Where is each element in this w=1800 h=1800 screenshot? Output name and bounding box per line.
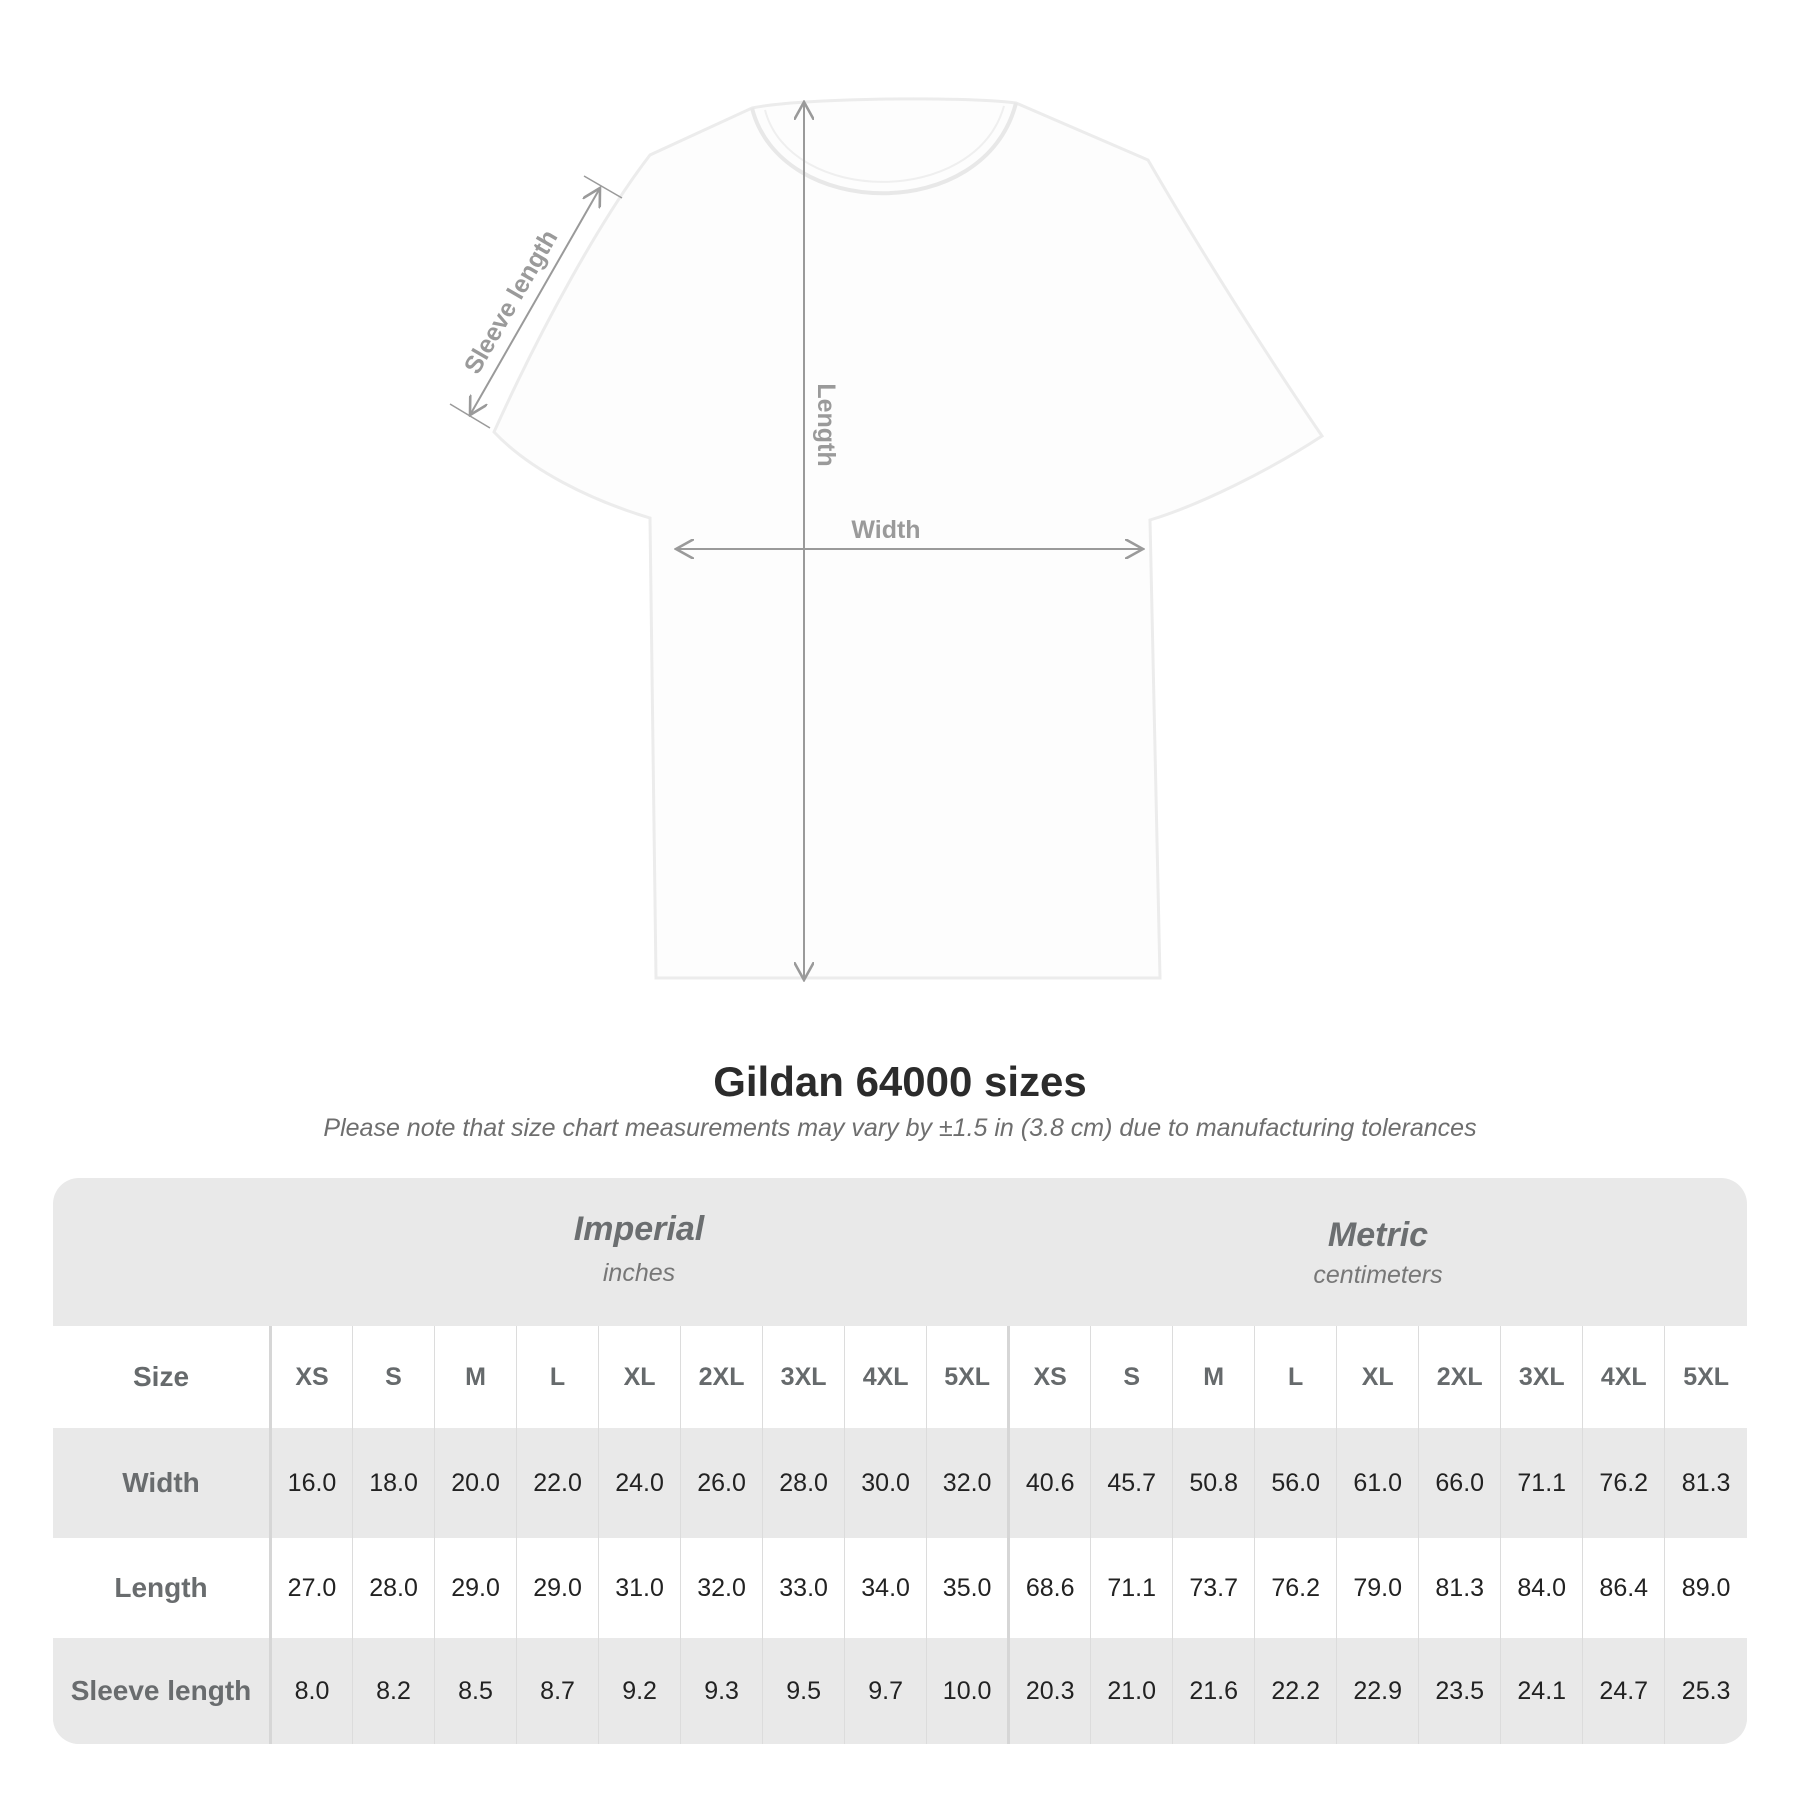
imperial-value-cell: 26.0 xyxy=(680,1428,763,1538)
imperial-value-cell: 35.0 xyxy=(926,1538,1009,1638)
metric-size-header: 5XL xyxy=(1664,1326,1747,1428)
tolerance-note: Please note that size chart measurements… xyxy=(323,1114,1477,1142)
width-label: Width xyxy=(851,516,920,544)
metric-value-cell: 79.0 xyxy=(1336,1538,1419,1638)
metric-size-header: 4XL xyxy=(1582,1326,1665,1428)
sleeve-arrow xyxy=(470,188,600,415)
imperial-size-header: 5XL xyxy=(926,1326,1009,1428)
imperial-value-cell: 32.0 xyxy=(680,1538,763,1638)
imperial-header: Imperial inches xyxy=(269,1178,1009,1326)
metric-size-header: L xyxy=(1254,1326,1337,1428)
metric-value-cell: 76.2 xyxy=(1254,1538,1337,1638)
imperial-size-header: XL xyxy=(598,1326,681,1428)
imperial-size-header: M xyxy=(434,1326,517,1428)
size-label: Size xyxy=(53,1326,272,1428)
metric-value-cell: 24.1 xyxy=(1500,1638,1583,1744)
imperial-unit: inches xyxy=(602,1259,676,1287)
imperial-value-cell: 34.0 xyxy=(844,1538,927,1638)
metric-value-cell: 50.8 xyxy=(1172,1428,1255,1538)
size-table: Size XS S M L XL 2XL 3XL 4XL 5XL XS S M L XL 2XL 3XL 4XL 5… xyxy=(53,1326,1747,1744)
metric-value-cell: 89.0 xyxy=(1664,1538,1747,1638)
imperial-value-cell: 9.5 xyxy=(762,1638,845,1744)
metric-value-cell: 81.3 xyxy=(1418,1538,1501,1638)
metric-value-cell: 66.0 xyxy=(1418,1428,1501,1538)
metric-value-cell: 71.1 xyxy=(1500,1428,1583,1538)
metric-value-cell: 71.1 xyxy=(1090,1538,1173,1638)
imperial-value-cell: 28.0 xyxy=(762,1428,845,1538)
tshirt-measurement-diagram: Width Length Sleeve length xyxy=(449,97,1325,1010)
imperial-value-cell: 8.7 xyxy=(516,1638,599,1744)
metric-value-cell: 40.6 xyxy=(1007,1428,1091,1538)
imperial-size-header: S xyxy=(352,1326,435,1428)
imperial-value-cell: 28.0 xyxy=(352,1538,435,1638)
metric-value-cell: 76.2 xyxy=(1582,1428,1665,1538)
metric-value-cell: 68.6 xyxy=(1007,1538,1091,1638)
imperial-value-cell: 32.0 xyxy=(926,1428,1009,1538)
imperial-value-cell: 33.0 xyxy=(762,1538,845,1638)
metric-value-cell: 73.7 xyxy=(1172,1538,1255,1638)
row-label: Sleeve length xyxy=(53,1638,272,1744)
metric-size-header: 2XL xyxy=(1418,1326,1501,1428)
sleeve-tick-bottom xyxy=(449,403,491,429)
imperial-size-header: 4XL xyxy=(844,1326,927,1428)
imperial-value-cell: 30.0 xyxy=(844,1428,927,1538)
metric-value-cell: 21.6 xyxy=(1172,1638,1255,1744)
metric-value-cell: 25.3 xyxy=(1664,1638,1747,1744)
metric-value-cell: 22.9 xyxy=(1336,1638,1419,1744)
imperial-value-cell: 27.0 xyxy=(269,1538,353,1638)
imperial-value-cell: 16.0 xyxy=(269,1428,353,1538)
metric-value-cell: 56.0 xyxy=(1254,1428,1337,1538)
imperial-value-cell: 9.7 xyxy=(844,1638,927,1744)
metric-value-cell: 61.0 xyxy=(1336,1428,1419,1538)
imperial-value-cell: 20.0 xyxy=(434,1428,517,1538)
imperial-title: Imperial xyxy=(573,1210,705,1248)
chart-title: Gildan 64000 sizes xyxy=(713,1058,1087,1105)
imperial-value-cell: 24.0 xyxy=(598,1428,681,1538)
metric-title: Metric xyxy=(1327,1216,1429,1254)
metric-value-cell: 24.7 xyxy=(1582,1638,1665,1744)
metric-size-header: M xyxy=(1172,1326,1255,1428)
metric-header: Metric centimeters xyxy=(1009,1178,1747,1326)
imperial-value-cell: 9.2 xyxy=(598,1638,681,1744)
imperial-size-header: XS xyxy=(269,1326,353,1428)
collar-inner xyxy=(764,105,1005,183)
length-label: Length xyxy=(812,383,840,466)
metric-unit: centimeters xyxy=(1313,1261,1443,1289)
metric-value-cell: 22.2 xyxy=(1254,1638,1337,1744)
imperial-size-header: 3XL xyxy=(762,1326,845,1428)
metric-size-header: 3XL xyxy=(1500,1326,1583,1428)
metric-size-header: XS xyxy=(1007,1326,1091,1428)
sleeve-tick-top xyxy=(583,175,623,199)
imperial-value-cell: 18.0 xyxy=(352,1428,435,1538)
collar xyxy=(750,102,1018,196)
imperial-value-cell: 29.0 xyxy=(434,1538,517,1638)
size-header-row: Size XS S M L XL 2XL 3XL 4XL 5XL XS S M L XL 2XL 3XL 4XL 5… xyxy=(53,1326,1747,1428)
imperial-size-header: L xyxy=(516,1326,599,1428)
metric-value-cell: 86.4 xyxy=(1582,1538,1665,1638)
imperial-value-cell: 8.5 xyxy=(434,1638,517,1744)
size-table-panel: Imperial inches Metric centimeters Size X… xyxy=(53,1178,1747,1744)
metric-value-cell: 23.5 xyxy=(1418,1638,1501,1744)
row-label: Length xyxy=(53,1538,272,1638)
metric-value-cell: 84.0 xyxy=(1500,1538,1583,1638)
row-label: Width xyxy=(53,1428,272,1538)
table-row: Width 16.0 18.0 20.0 22.0 24.0 26.0 28.0 30.0 32.… xyxy=(53,1428,1747,1538)
metric-value-cell: 20.3 xyxy=(1007,1638,1091,1744)
imperial-value-cell: 29.0 xyxy=(516,1538,599,1638)
metric-size-header: XL xyxy=(1336,1326,1419,1428)
imperial-value-cell: 31.0 xyxy=(598,1538,681,1638)
table-row: Sleeve length 8.0 8.2 8.5 8.7 9.2 9.3 9.5 9.7 10.… xyxy=(53,1638,1747,1744)
imperial-size-header: 2XL xyxy=(680,1326,763,1428)
imperial-value-cell: 22.0 xyxy=(516,1428,599,1538)
metric-size-header: S xyxy=(1090,1326,1173,1428)
metric-value-cell: 81.3 xyxy=(1664,1428,1747,1538)
imperial-value-cell: 10.0 xyxy=(926,1638,1009,1744)
imperial-value-cell: 8.0 xyxy=(269,1638,353,1744)
imperial-value-cell: 9.3 xyxy=(680,1638,763,1744)
metric-value-cell: 45.7 xyxy=(1090,1428,1173,1538)
metric-value-cell: 21.0 xyxy=(1090,1638,1173,1744)
imperial-value-cell: 8.2 xyxy=(352,1638,435,1744)
table-row: Length 27.0 28.0 29.0 29.0 31.0 32.0 33.0 34.0 35… xyxy=(53,1538,1747,1638)
